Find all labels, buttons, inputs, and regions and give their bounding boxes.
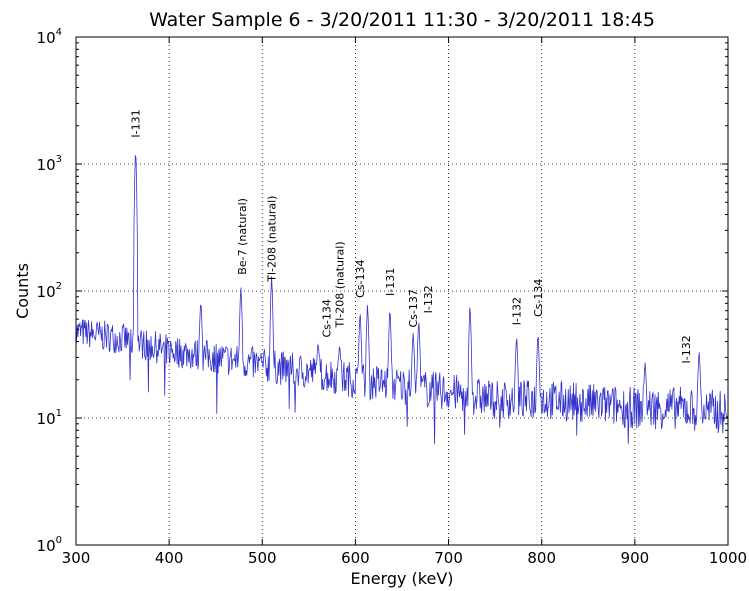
x-tick-label: 1000	[709, 549, 747, 567]
y-axis-label: Counts	[13, 263, 32, 319]
y-tick-label: 104	[37, 27, 62, 47]
x-axis-label: Energy (keV)	[350, 569, 453, 588]
x-tick-label: 400	[155, 549, 184, 567]
y-tick-label: 103	[37, 154, 62, 174]
spectrum-line	[75, 155, 728, 445]
y-tick-label: 101	[37, 408, 62, 428]
tick-layer: 300 400 500 600 700 800 900 1000 100 101 102 103 104	[37, 27, 748, 567]
plot-frame	[75, 36, 729, 546]
peak-label: Cs-137	[407, 289, 420, 327]
peak-label: I-132	[422, 285, 435, 313]
peak-label: I-131	[130, 109, 143, 137]
x-tick-label: 900	[621, 549, 650, 567]
chart-title: Water Sample 6 - 3/20/2011 11:30 - 3/20/…	[149, 9, 655, 31]
peak-label: Cs-134	[532, 279, 545, 317]
peak-label: Cs-134	[321, 299, 334, 337]
peak-label: I-132	[680, 335, 693, 363]
x-tick-label: 300	[62, 549, 91, 567]
x-tick-label: 500	[248, 549, 277, 567]
peak-label: Tl-208 (natural)	[334, 241, 347, 328]
x-tick-label: 800	[527, 549, 556, 567]
peak-label: I-131	[384, 268, 397, 296]
peak-label: Tl-208 (natural)	[266, 196, 279, 283]
y-tick-label: 102	[37, 281, 62, 301]
y-tick-label: 100	[37, 535, 62, 555]
x-tick-label: 600	[341, 549, 370, 567]
x-tick-label: 700	[434, 549, 463, 567]
peak-label: Cs-134	[354, 260, 367, 298]
peak-label: Be-7 (natural)	[236, 198, 249, 275]
grid-layer	[76, 37, 728, 545]
peak-label: I-132	[511, 297, 524, 325]
series-layer	[75, 155, 728, 445]
